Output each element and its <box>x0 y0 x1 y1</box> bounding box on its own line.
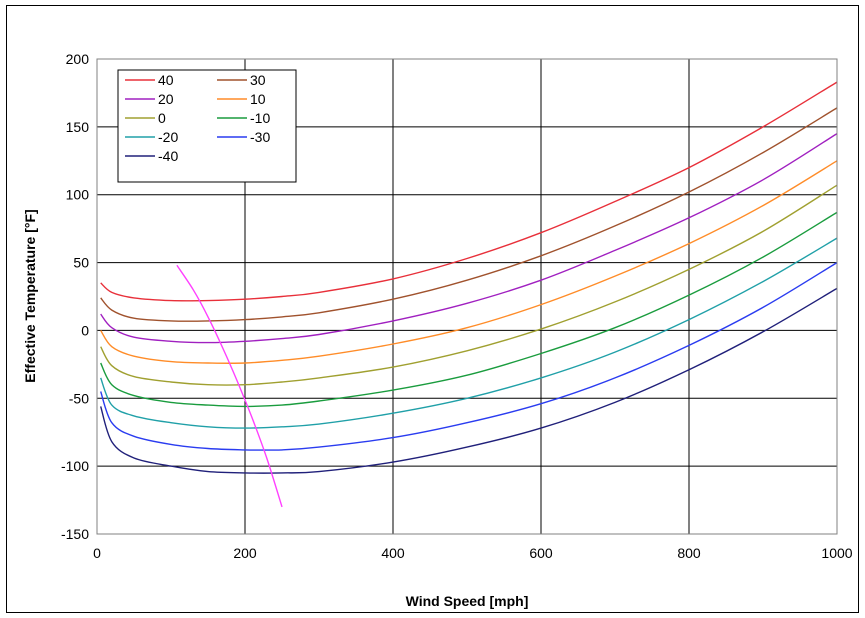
y-tick-label: 0 <box>81 322 89 338</box>
x-tick-label: 600 <box>529 545 553 561</box>
legend-label: -10 <box>250 110 270 126</box>
x-tick-labels: 0 200 400 600 800 1000 <box>93 545 853 561</box>
y-tick-label: -100 <box>61 458 89 474</box>
legend-label: -40 <box>158 148 178 164</box>
legend-label: 20 <box>158 91 174 107</box>
legend-label: 40 <box>158 72 174 88</box>
series-group <box>100 81 838 508</box>
x-tick-label: 800 <box>677 545 701 561</box>
y-tick-label: 200 <box>66 51 90 67</box>
chart-frame: 0 200 400 600 800 1000 200 150 100 50 0 -50 -100 -15… <box>6 5 859 613</box>
line-chart: 0 200 400 600 800 1000 200150100500-50-100-15… <box>22 51 853 609</box>
y-tick-label: -50 <box>69 390 89 406</box>
y-tick-labels: 200 150 100 50 0 -50 -100 -150 <box>61 51 89 542</box>
legend-label: -20 <box>158 129 178 145</box>
series-line--10 <box>100 211 838 408</box>
y-tick-label: 50 <box>73 255 89 271</box>
series-line-10 <box>100 160 838 364</box>
y-axis-label: Effective Temperature [°F] <box>22 209 38 382</box>
series-line--40 <box>100 287 838 474</box>
series-line--20 <box>100 237 838 429</box>
legend-label: 0 <box>158 110 166 126</box>
series-line-40 <box>100 81 838 302</box>
x-tick-label: 200 <box>233 545 257 561</box>
legend-label: -30 <box>250 129 270 145</box>
series-line-20 <box>100 133 838 344</box>
series-line-30 <box>100 107 838 322</box>
series-line--30 <box>100 262 838 451</box>
y-tick-label: 150 <box>66 119 90 135</box>
legend-box <box>117 69 297 183</box>
legend: 40 30 20 10 0 -10 -20 -30 -40 <box>117 69 297 183</box>
x-axis-label: Wind Speed [mph] <box>406 593 529 609</box>
y-tick-label: 100 <box>66 187 90 203</box>
legend-label: 30 <box>250 72 266 88</box>
gridlines <box>97 59 837 534</box>
x-tick-label: 400 <box>381 545 405 561</box>
x-tick-label: 0 <box>93 545 101 561</box>
plot-border <box>96 58 838 535</box>
legend-label: 10 <box>250 91 266 107</box>
x-tick-label: 1000 <box>821 545 852 561</box>
y-tick-label: -150 <box>61 526 89 542</box>
series-line-0 <box>100 184 838 386</box>
magenta-curve <box>176 264 283 508</box>
